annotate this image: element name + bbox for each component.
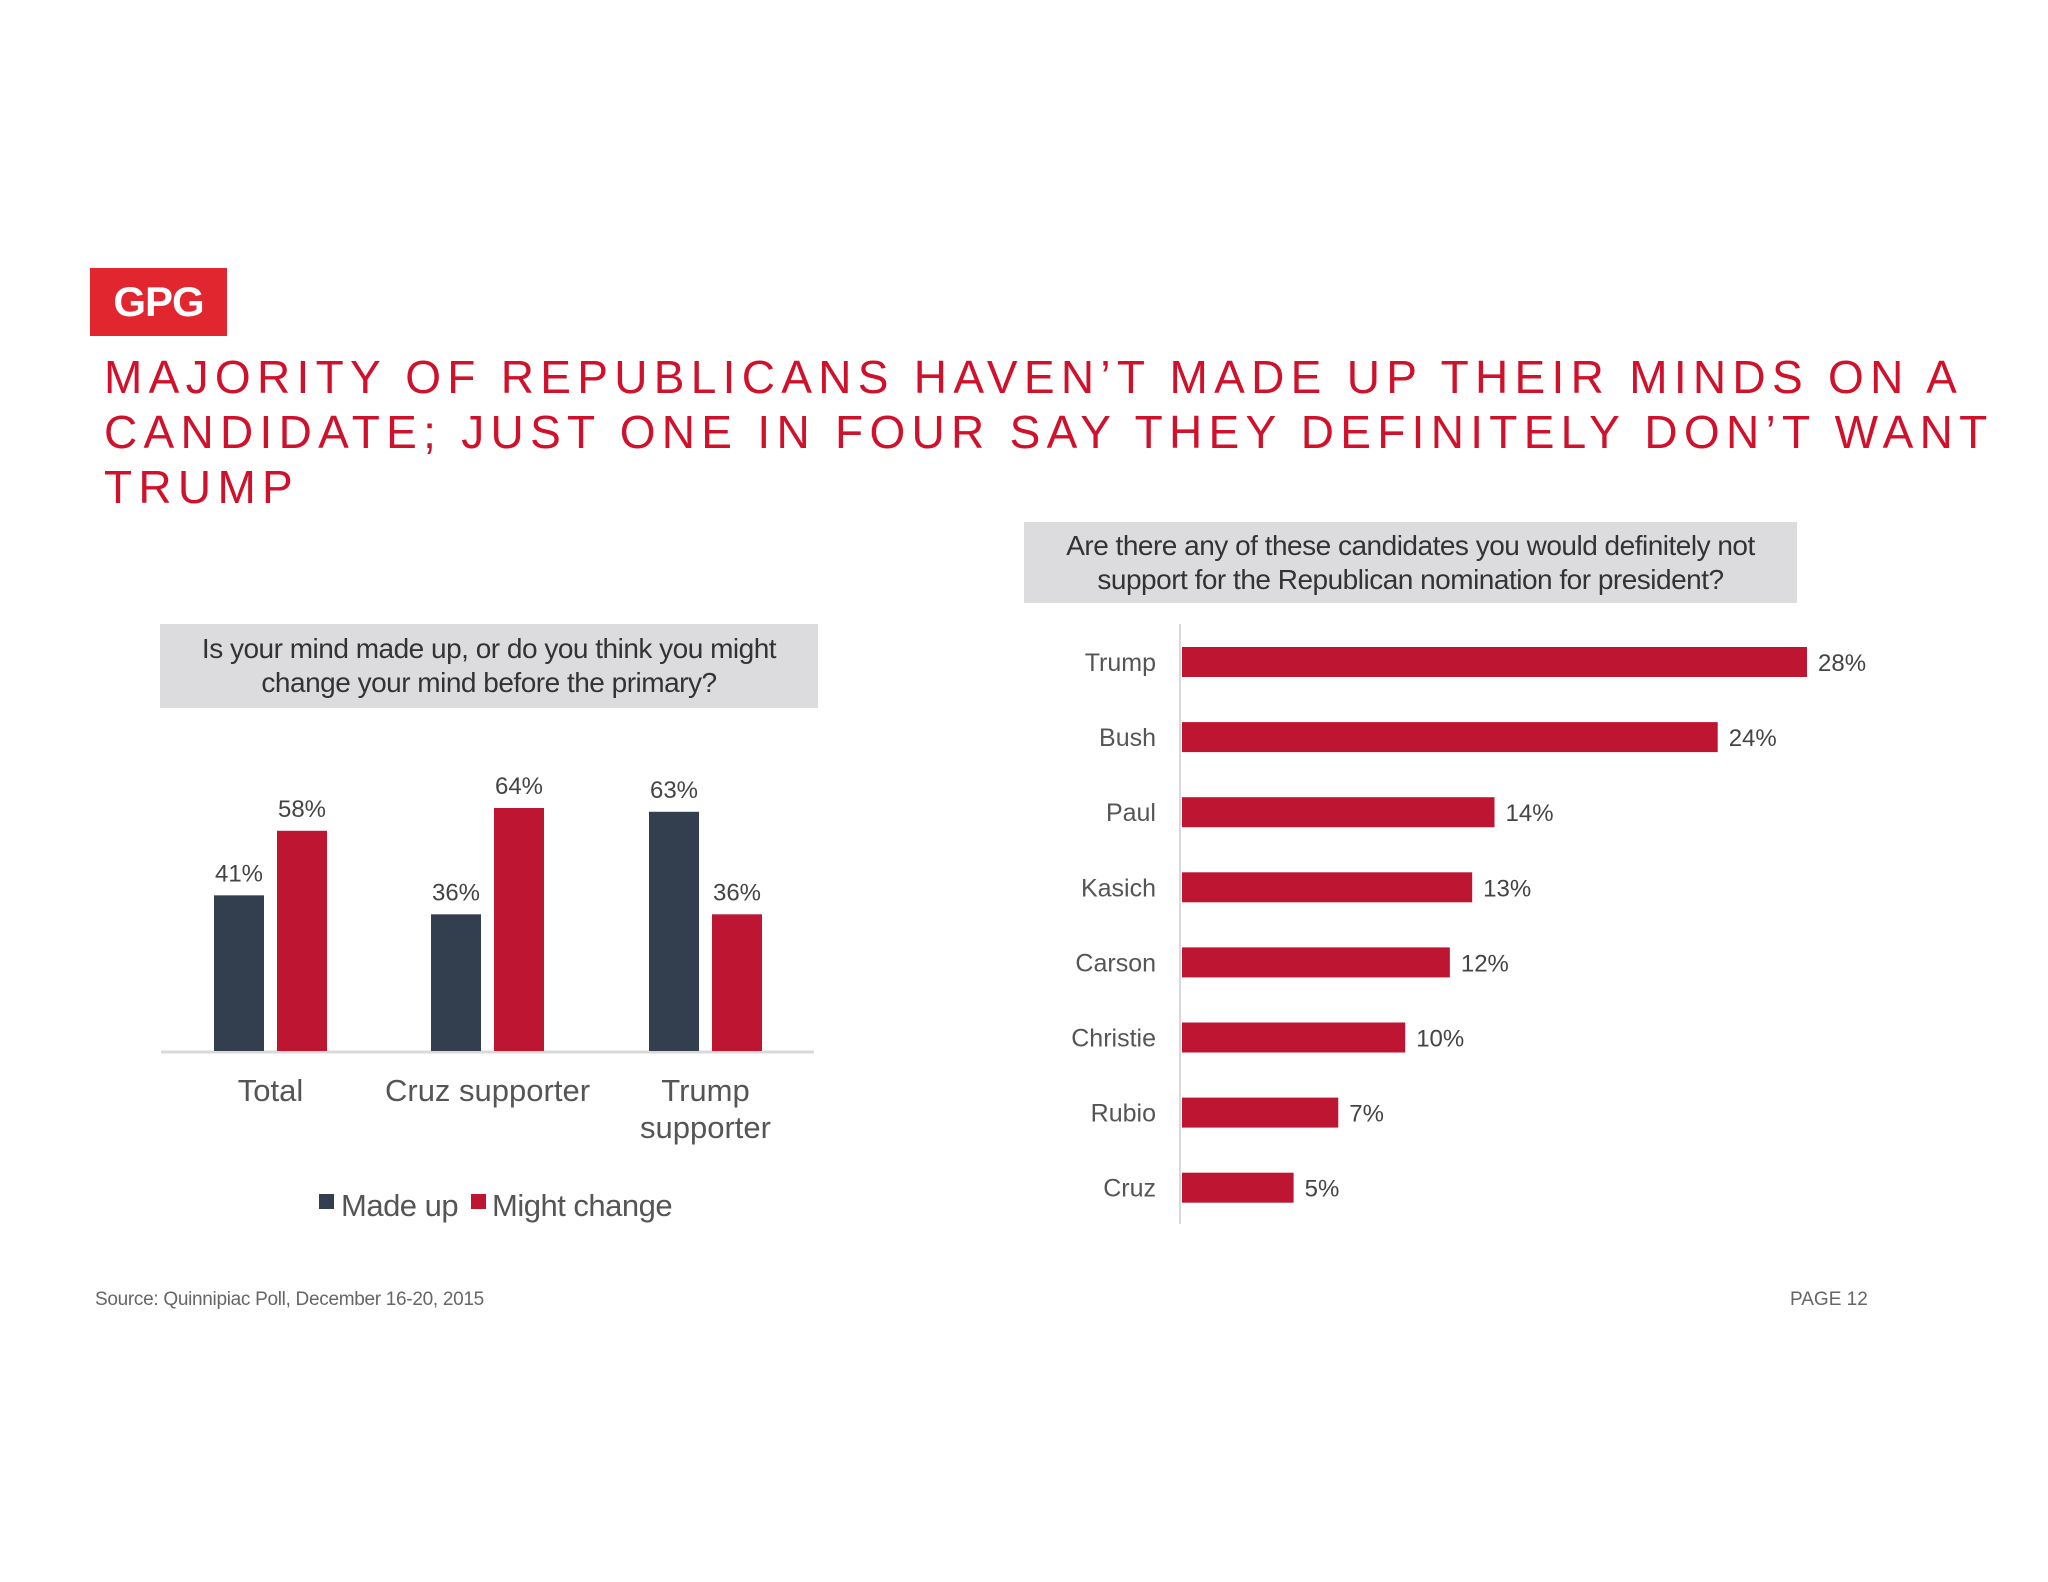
right-chart-question: Are there any of these candidates you wo… <box>1024 522 1797 603</box>
bar-cruz <box>1182 1172 1294 1203</box>
data-label: 5% <box>1305 1176 1340 1203</box>
bar-kasich <box>1182 872 1473 903</box>
legend-label: Might change <box>492 1188 672 1223</box>
data-label: 10% <box>1416 1026 1464 1053</box>
data-label: 7% <box>1349 1101 1384 1128</box>
category-label: Rubio <box>1091 1100 1156 1128</box>
source-note: Source: Quinnipiac Poll, December 16-20,… <box>95 1289 484 1310</box>
data-label: 41% <box>215 860 263 887</box>
category-label: Total <box>238 1073 303 1108</box>
bar-made-up <box>649 811 699 1051</box>
data-label: 13% <box>1483 875 1531 902</box>
bar-made-up <box>214 895 264 1051</box>
legend-label: Made up <box>341 1188 458 1223</box>
category-label: Trump <box>661 1073 749 1108</box>
bar-might-change <box>712 914 762 1051</box>
left-chart-question: Is your mind made up, or do you think yo… <box>160 624 818 708</box>
gpg-logo: GPG <box>90 268 227 336</box>
data-label: 64% <box>495 773 543 800</box>
legend-swatch <box>319 1194 334 1209</box>
category-label: Paul <box>1106 799 1156 827</box>
page-title: MAJORITY OF REPUBLICANS HAVEN’T MADE UP … <box>104 351 1993 513</box>
data-label: 14% <box>1506 800 1554 827</box>
data-label: 36% <box>432 879 480 906</box>
bar-trump <box>1182 647 1807 677</box>
category-label: Carson <box>1075 949 1156 977</box>
category-label: Bush <box>1099 724 1156 752</box>
data-label: 63% <box>650 777 698 804</box>
bar-made-up <box>431 914 481 1051</box>
bar-might-change <box>277 830 327 1051</box>
legend-swatch <box>471 1194 486 1209</box>
data-label: 24% <box>1729 725 1777 752</box>
bar-carson <box>1182 947 1450 978</box>
bar-might-change <box>494 808 544 1051</box>
category-label: Kasich <box>1081 874 1156 902</box>
category-label: Cruz <box>1103 1175 1156 1203</box>
bar-rubio <box>1182 1097 1339 1128</box>
bar-christie <box>1182 1022 1406 1053</box>
bar-paul <box>1182 797 1495 828</box>
category-label: Christie <box>1071 1025 1156 1053</box>
bar-bush <box>1182 722 1718 753</box>
data-label: 12% <box>1461 950 1509 977</box>
category-label: Cruz supporter <box>385 1073 590 1108</box>
category-label: Trump <box>1085 649 1156 677</box>
page-number: PAGE 12 <box>1790 1289 1868 1310</box>
data-label: 28% <box>1818 650 1866 677</box>
data-label: 58% <box>278 796 326 823</box>
data-label: 36% <box>713 879 761 906</box>
category-label: supporter <box>640 1110 771 1145</box>
